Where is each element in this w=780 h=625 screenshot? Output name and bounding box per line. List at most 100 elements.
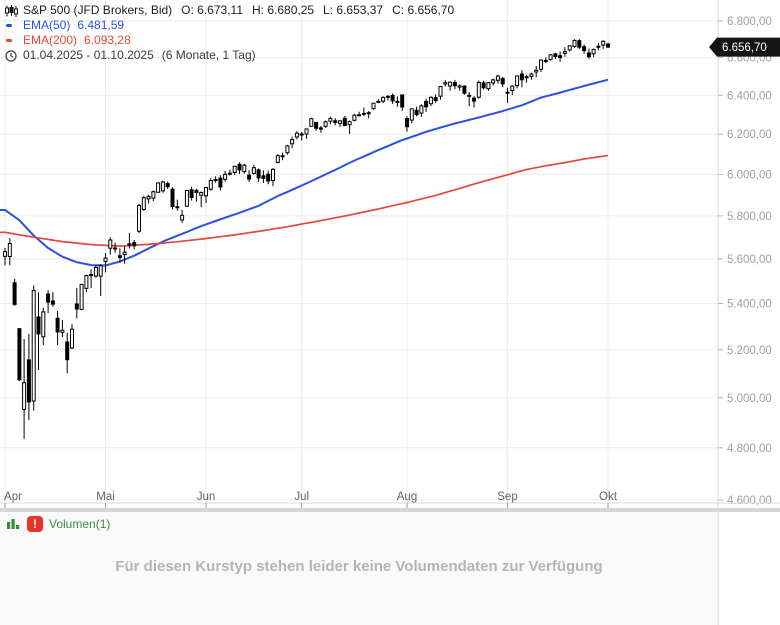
candle	[438, 86, 443, 97]
x-axis-label: Okt	[599, 491, 618, 503]
candle	[591, 48, 596, 55]
candle	[271, 168, 275, 182]
x-axis-label: Jul	[294, 491, 309, 503]
volume-legend[interactable]: ! Volumen(1)	[6, 514, 110, 534]
candle	[89, 274, 94, 277]
close-value: C: 6.656,70	[392, 3, 455, 17]
candle	[448, 81, 453, 87]
candle	[572, 39, 577, 48]
y-axis-label: 6.400,00	[727, 90, 772, 102]
candle	[586, 52, 591, 58]
candle	[419, 105, 424, 114]
candle	[65, 341, 70, 361]
candle	[495, 75, 500, 81]
candle	[146, 195, 151, 200]
candle	[55, 317, 60, 333]
candle	[486, 82, 491, 90]
candle	[199, 192, 204, 196]
instrument-row[interactable]: S&P 500 (JFD Brokers, Bid) O: 6.673,11 H…	[4, 3, 454, 18]
candle	[371, 102, 376, 110]
ema50-legend[interactable]: EMA(50) 6.481,59	[4, 18, 454, 33]
candle	[74, 303, 79, 310]
candle	[223, 173, 228, 180]
x-axis-label: Jun	[197, 491, 216, 503]
candle	[12, 282, 17, 305]
y-axis-label: 5.800,00	[727, 211, 772, 223]
ema200-line	[0, 154, 609, 247]
candles[interactable]	[3, 39, 610, 439]
candle	[606, 43, 610, 48]
ema50-label: EMA(50)	[23, 18, 71, 32]
chart-legend: S&P 500 (JFD Brokers, Bid) O: 6.673,11 H…	[4, 3, 454, 63]
candlestick-icon	[4, 4, 18, 17]
candle	[500, 77, 505, 85]
candle	[93, 267, 98, 277]
candle	[204, 187, 208, 197]
candle	[275, 155, 280, 163]
candle	[79, 283, 84, 310]
ema200-legend[interactable]: EMA(200) 6.093,28	[4, 33, 454, 48]
candle	[347, 121, 352, 126]
candle	[227, 172, 232, 175]
ema200-value: 6.093,28	[84, 33, 131, 47]
candle	[481, 82, 486, 89]
candle	[122, 251, 127, 256]
ema200-swatch	[6, 39, 12, 42]
ema50-swatch	[6, 24, 12, 27]
candle	[170, 188, 175, 207]
candle	[247, 174, 252, 180]
candle	[361, 112, 366, 115]
candle	[333, 120, 338, 123]
candle	[472, 97, 476, 102]
y-axis-label: 4.800,00	[727, 443, 772, 455]
ema200-label: EMA(200)	[23, 33, 78, 47]
candle	[60, 329, 65, 333]
candle	[567, 45, 572, 51]
no-volume-message: Für diesen Kurstyp stehen leider keine V…	[115, 558, 603, 575]
candle	[117, 255, 122, 258]
candle	[385, 95, 390, 98]
period-label: (6 Monate, 1 Tag)	[161, 48, 256, 62]
y-axis-label: 4.600,00	[727, 495, 772, 507]
volume-legend-label: Volumen(1)	[49, 517, 111, 531]
candle	[22, 382, 27, 410]
candle	[338, 120, 342, 124]
ema50-value: 6.481,59	[77, 18, 125, 32]
candle	[141, 197, 146, 210]
candle	[50, 300, 55, 305]
candle	[194, 189, 199, 193]
candle	[280, 155, 285, 158]
candle	[314, 121, 319, 129]
candle	[98, 265, 103, 277]
candle	[553, 53, 558, 58]
candle	[381, 96, 386, 102]
candle	[443, 82, 448, 85]
time-axis[interactable]: Apr Mai Jun Jul Aug Sep Okt	[4, 491, 618, 508]
candle	[261, 175, 266, 179]
candle	[299, 133, 304, 136]
candle	[3, 251, 7, 257]
candle	[318, 127, 323, 130]
candle	[366, 112, 371, 115]
candle	[189, 189, 194, 199]
candle	[323, 121, 328, 127]
candle	[529, 73, 534, 77]
candle	[476, 82, 481, 98]
candle	[242, 164, 247, 172]
candle	[510, 85, 515, 91]
panel-separator[interactable]	[0, 508, 780, 512]
candle	[457, 85, 462, 88]
candle	[534, 69, 539, 73]
price-axis[interactable]: 6.800,006.600,006.400,006.200,006.000,00…	[718, 16, 772, 507]
horizontal-gridlines	[0, 20, 718, 501]
candle	[424, 100, 429, 108]
high-value: H: 6.680,25	[252, 3, 315, 17]
candle	[17, 328, 22, 381]
y-axis-label: 5.000,00	[727, 393, 772, 405]
candle	[7, 243, 12, 257]
volume-alert-icon[interactable]: !	[27, 516, 43, 532]
y-axis-label: 5.200,00	[727, 345, 772, 357]
candle	[395, 100, 400, 103]
candle	[400, 94, 405, 108]
